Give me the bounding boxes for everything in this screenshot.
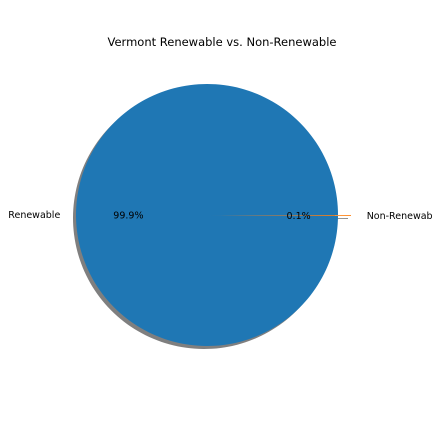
slice-label-renewable: Renewable — [8, 210, 60, 221]
slice-label-non-renewable: Non-Renewable — [367, 211, 432, 222]
chart-title: Vermont Renewable vs. Non-Renewable — [108, 35, 337, 49]
pie-slice-non-renewable — [219, 215, 351, 216]
pct-label-renewable: 99.9% — [113, 210, 143, 221]
pie-slice-renewable — [76, 83, 338, 346]
pct-label-non-renewable: 0.1% — [287, 211, 311, 222]
pie-layer: Renewable 99.9% Non-Renewable 0.1% — [8, 83, 432, 349]
